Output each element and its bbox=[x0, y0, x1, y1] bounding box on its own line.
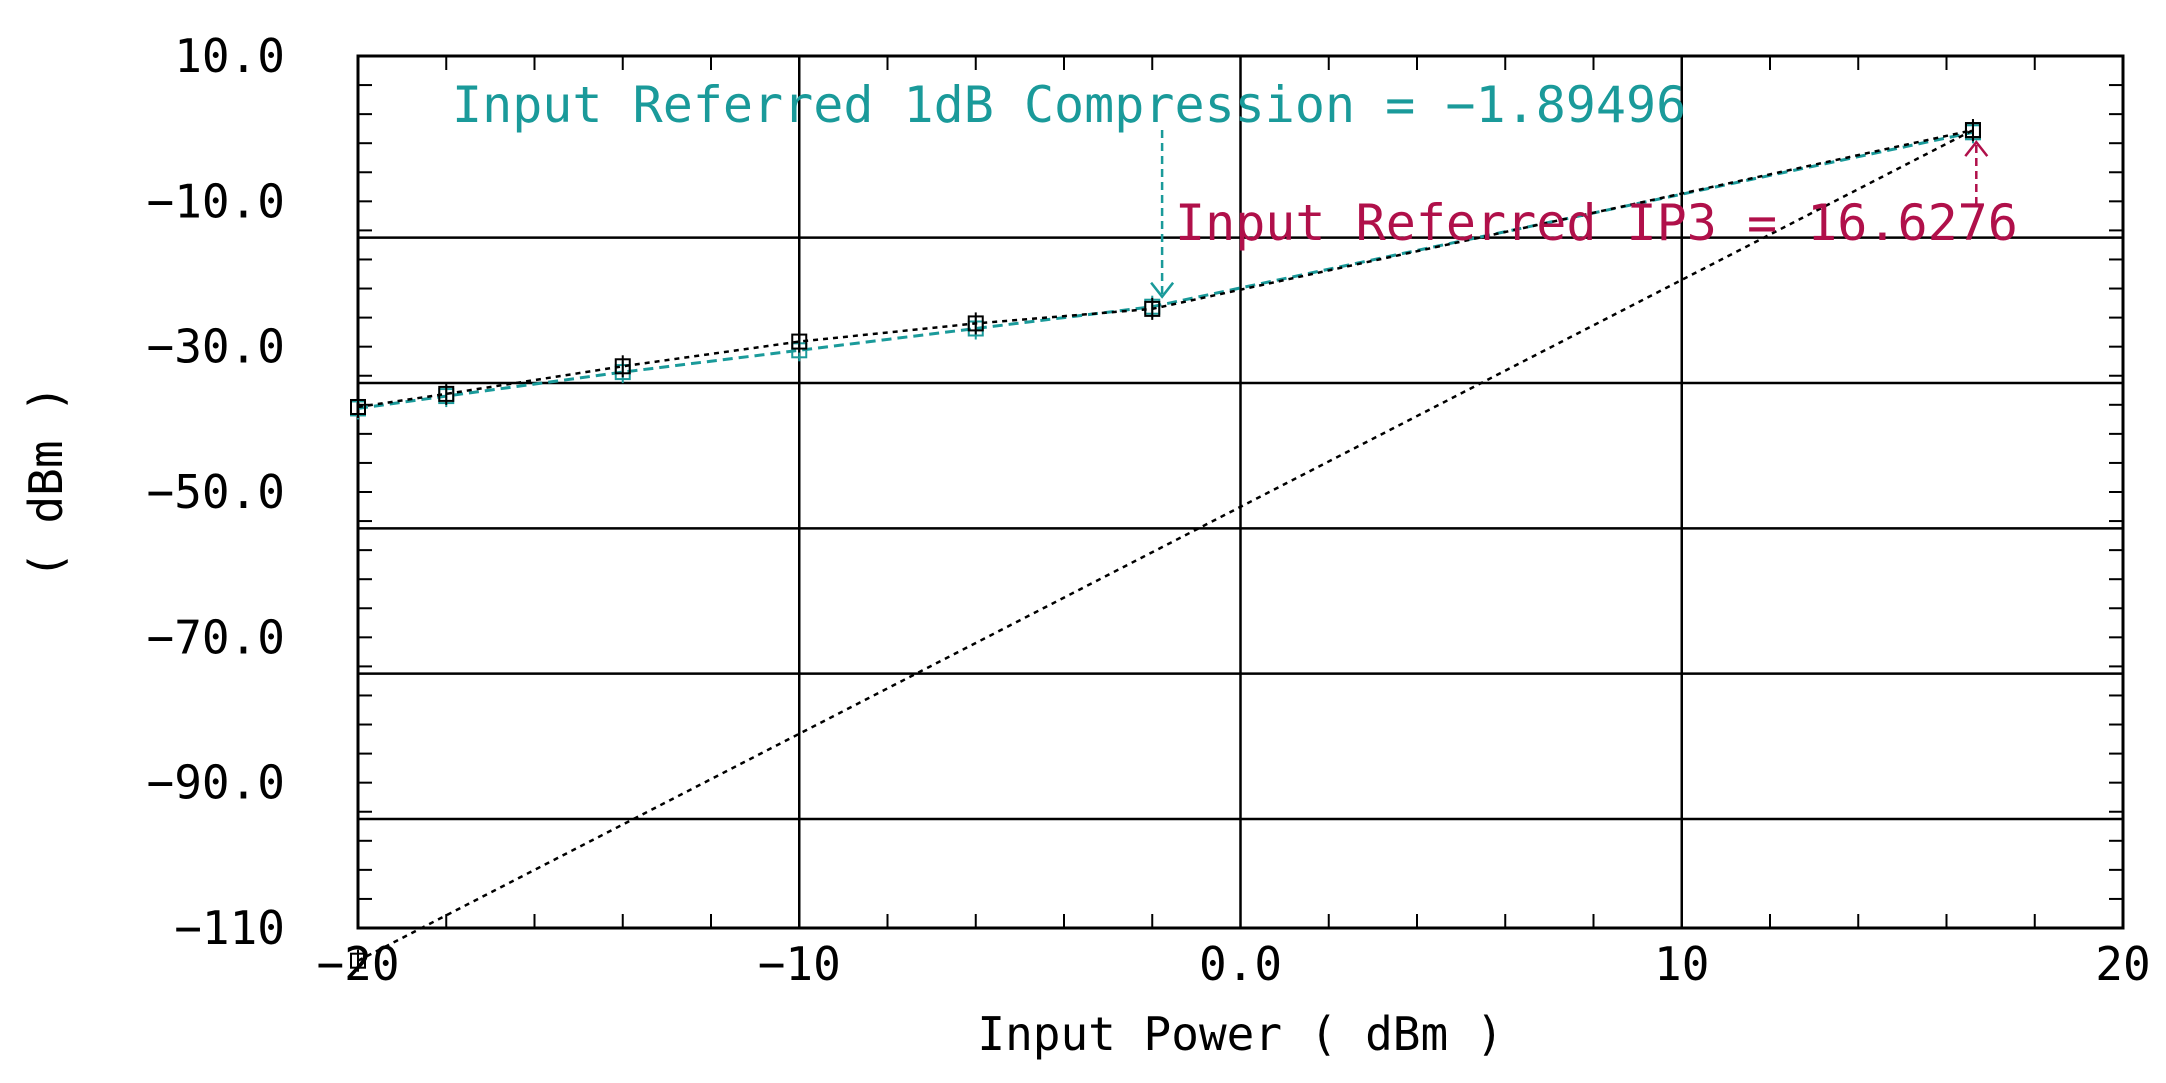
y-tick-label: 10.0 bbox=[174, 29, 285, 83]
x-axis-title: Input Power ( dBm ) bbox=[977, 1007, 1503, 1061]
y-tick-label: −50.0 bbox=[147, 465, 285, 519]
series-line-1 bbox=[357, 128, 1974, 409]
ip3-arrow-head bbox=[1964, 140, 1989, 157]
y-tick-label: −110 bbox=[174, 901, 285, 955]
series-layer bbox=[350, 119, 1981, 972]
ip3-label: Input Referred IP3 = 16.6276 bbox=[1175, 194, 2018, 252]
series-line-0 bbox=[357, 130, 1974, 410]
x-tick-label: −10 bbox=[758, 937, 841, 991]
y-tick-label: −90.0 bbox=[147, 756, 285, 810]
y-tick-label: −10.0 bbox=[147, 174, 285, 228]
grid bbox=[358, 56, 2123, 928]
y-axis-title: ( dBm ) bbox=[19, 385, 73, 579]
x-tick-label: −20 bbox=[316, 937, 399, 991]
compression-label: Input Referred 1dB Compression = −1.8949… bbox=[452, 76, 1686, 134]
y-tick-label: −70.0 bbox=[147, 610, 285, 664]
compression-arrow-head bbox=[1150, 281, 1175, 299]
x-tick-label: 20 bbox=[2095, 937, 2150, 991]
tick-labels: −20 −10 0.0 10 20 10.0 −10.0 −30.0 −50.0 −70.0 −90… bbox=[147, 29, 2151, 991]
x-tick-label: 0.0 bbox=[1199, 937, 1282, 991]
minor-ticks bbox=[357, 55, 2124, 929]
series-line-2 bbox=[357, 129, 1974, 962]
y-tick-label: −30.0 bbox=[147, 320, 285, 374]
x-tick-label: 10 bbox=[1654, 937, 1709, 991]
annotation-layer: Input Referred 1dB Compression = −1.8949… bbox=[452, 76, 2018, 299]
